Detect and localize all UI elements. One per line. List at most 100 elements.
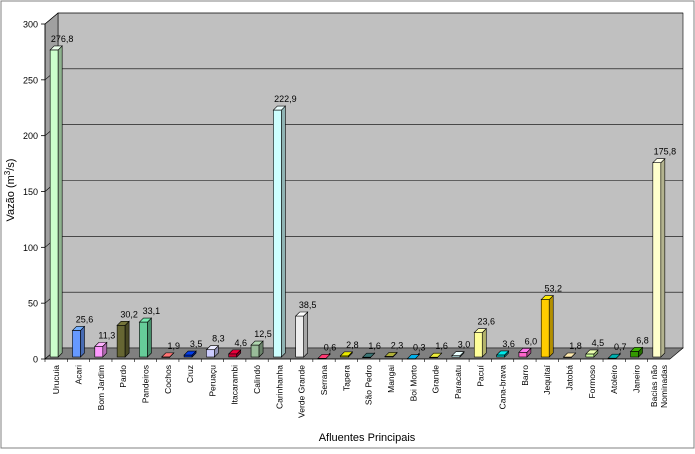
bar-top (361, 352, 376, 358)
x-tick-label: Serrana (319, 365, 329, 396)
bar-9 (228, 349, 242, 358)
bar-side (481, 327, 487, 358)
bar-side (147, 317, 152, 358)
bar-28 (652, 157, 666, 358)
bar-top (183, 350, 197, 356)
bar-15 (361, 352, 376, 359)
x-tick-label: Pacuí (475, 364, 485, 386)
bar-8 (205, 345, 220, 358)
bar-top (272, 105, 287, 111)
bar-26 (607, 352, 621, 360)
bar-18 (428, 352, 443, 359)
data-label: 3,0 (458, 340, 471, 350)
bar-top (451, 351, 465, 356)
x-tick-label-line: Serrana (319, 365, 329, 396)
data-label: 3,5 (190, 339, 203, 349)
x-axis-title: Afluentes Principais (319, 432, 416, 444)
bar-front (94, 346, 104, 358)
data-label: 222,9 (274, 94, 297, 104)
bar-top (384, 352, 398, 357)
y-axis-title-end: /s) (5, 159, 17, 171)
x-tick-label-line: Jatobá (565, 365, 575, 391)
bar-front (540, 299, 550, 358)
x-tick-label: Itacarambi (230, 365, 240, 405)
bar-front (250, 344, 260, 358)
bar-5 (138, 317, 153, 358)
bar-2 (71, 325, 86, 358)
x-tick-label: Cana-brava (498, 365, 508, 410)
x-tick-label: Acari (73, 365, 83, 384)
bar-front (518, 351, 528, 358)
bar-10 (250, 340, 264, 358)
x-tick-label: Boi Morto (408, 365, 418, 402)
data-label: 276,8 (51, 34, 74, 44)
x-tick-label: Bom Jardim (96, 365, 106, 410)
x-tick-label: Barro (520, 365, 530, 386)
bar-front (273, 109, 282, 358)
data-label: 11,3 (98, 330, 115, 340)
x-tick-label-line: Paracatu (453, 365, 463, 399)
x-tick-label-line: Cruz (185, 365, 195, 383)
x-tick-label: Calindó (252, 365, 262, 394)
bar-top (473, 328, 487, 333)
bar-top (629, 347, 644, 352)
bar-top (49, 45, 63, 51)
x-tick-label-line: Tapera (341, 365, 351, 391)
y-axis-title-sup: 3 (3, 170, 12, 175)
bar-top (562, 352, 577, 358)
bar-top (228, 349, 242, 355)
bar-front (473, 332, 483, 358)
y-axis-title: Vazão (m3/s) (3, 159, 17, 222)
y-tick-label: 150 (23, 187, 38, 197)
bar-side (124, 320, 130, 358)
bar-side (660, 157, 666, 358)
bar-24 (562, 352, 577, 358)
x-tick-label: Janeiro (632, 365, 642, 393)
bar-1 (49, 45, 63, 358)
x-tick-label-line: Cana-brava (498, 365, 508, 410)
bar-front (228, 353, 238, 358)
bar-front (295, 315, 304, 358)
x-tick-label-line: Bacias não (649, 365, 659, 407)
y-tick-label: 250 (23, 75, 38, 85)
x-tick-label: Urucuia (51, 365, 61, 395)
data-label: 0,3 (413, 343, 426, 353)
bar-23 (540, 294, 554, 358)
data-label: 4,6 (234, 338, 247, 348)
bar-front (585, 353, 595, 358)
data-label: 1,8 (569, 341, 582, 351)
bar-27 (629, 346, 644, 358)
bar-4 (116, 320, 130, 358)
bar-12 (294, 311, 309, 358)
x-tick-label: São Pedro (364, 365, 374, 405)
x-tick-label-line: Nominadas (659, 365, 669, 408)
x-tick-label: Peruaçu (207, 365, 217, 397)
bar-13 (317, 352, 331, 360)
y-axis-title-main: Vazão (m (5, 175, 17, 221)
x-tick-label: Formoso (587, 365, 597, 399)
x-tick-label: Tapera (341, 365, 351, 391)
bar-25 (585, 349, 599, 358)
x-axis: Urucuia Acari Bom Jardim Pardo Pandeiros Coch… (44, 358, 670, 418)
x-tick-label: Cruz (185, 365, 195, 383)
x-tick-label-line: Formoso (587, 365, 597, 399)
bar-14 (339, 351, 354, 358)
bar-21 (495, 350, 510, 358)
bar-top (94, 342, 108, 347)
x-tick-label: Pandeiros (140, 365, 150, 403)
data-label: 6,8 (636, 335, 649, 345)
x-tick-label: Jatobá (565, 365, 575, 391)
bar-top (607, 353, 621, 359)
x-tick-label: Jequitaí (542, 364, 552, 394)
x-tick-label: Verde Grande (297, 365, 307, 418)
x-tick-label: Pardo (118, 365, 128, 388)
x-tick-label-line: Urucuia (51, 365, 61, 395)
bar-top (294, 311, 309, 317)
x-tick-label-line: Pacuí (475, 364, 485, 386)
data-label: 53,2 (544, 284, 562, 294)
x-tick-label-line: Atoleiro (609, 365, 619, 394)
x-tick-label: Mangai (386, 365, 396, 393)
x-tick-label-line: Bom Jardim (96, 365, 106, 410)
bar-top (116, 320, 130, 326)
